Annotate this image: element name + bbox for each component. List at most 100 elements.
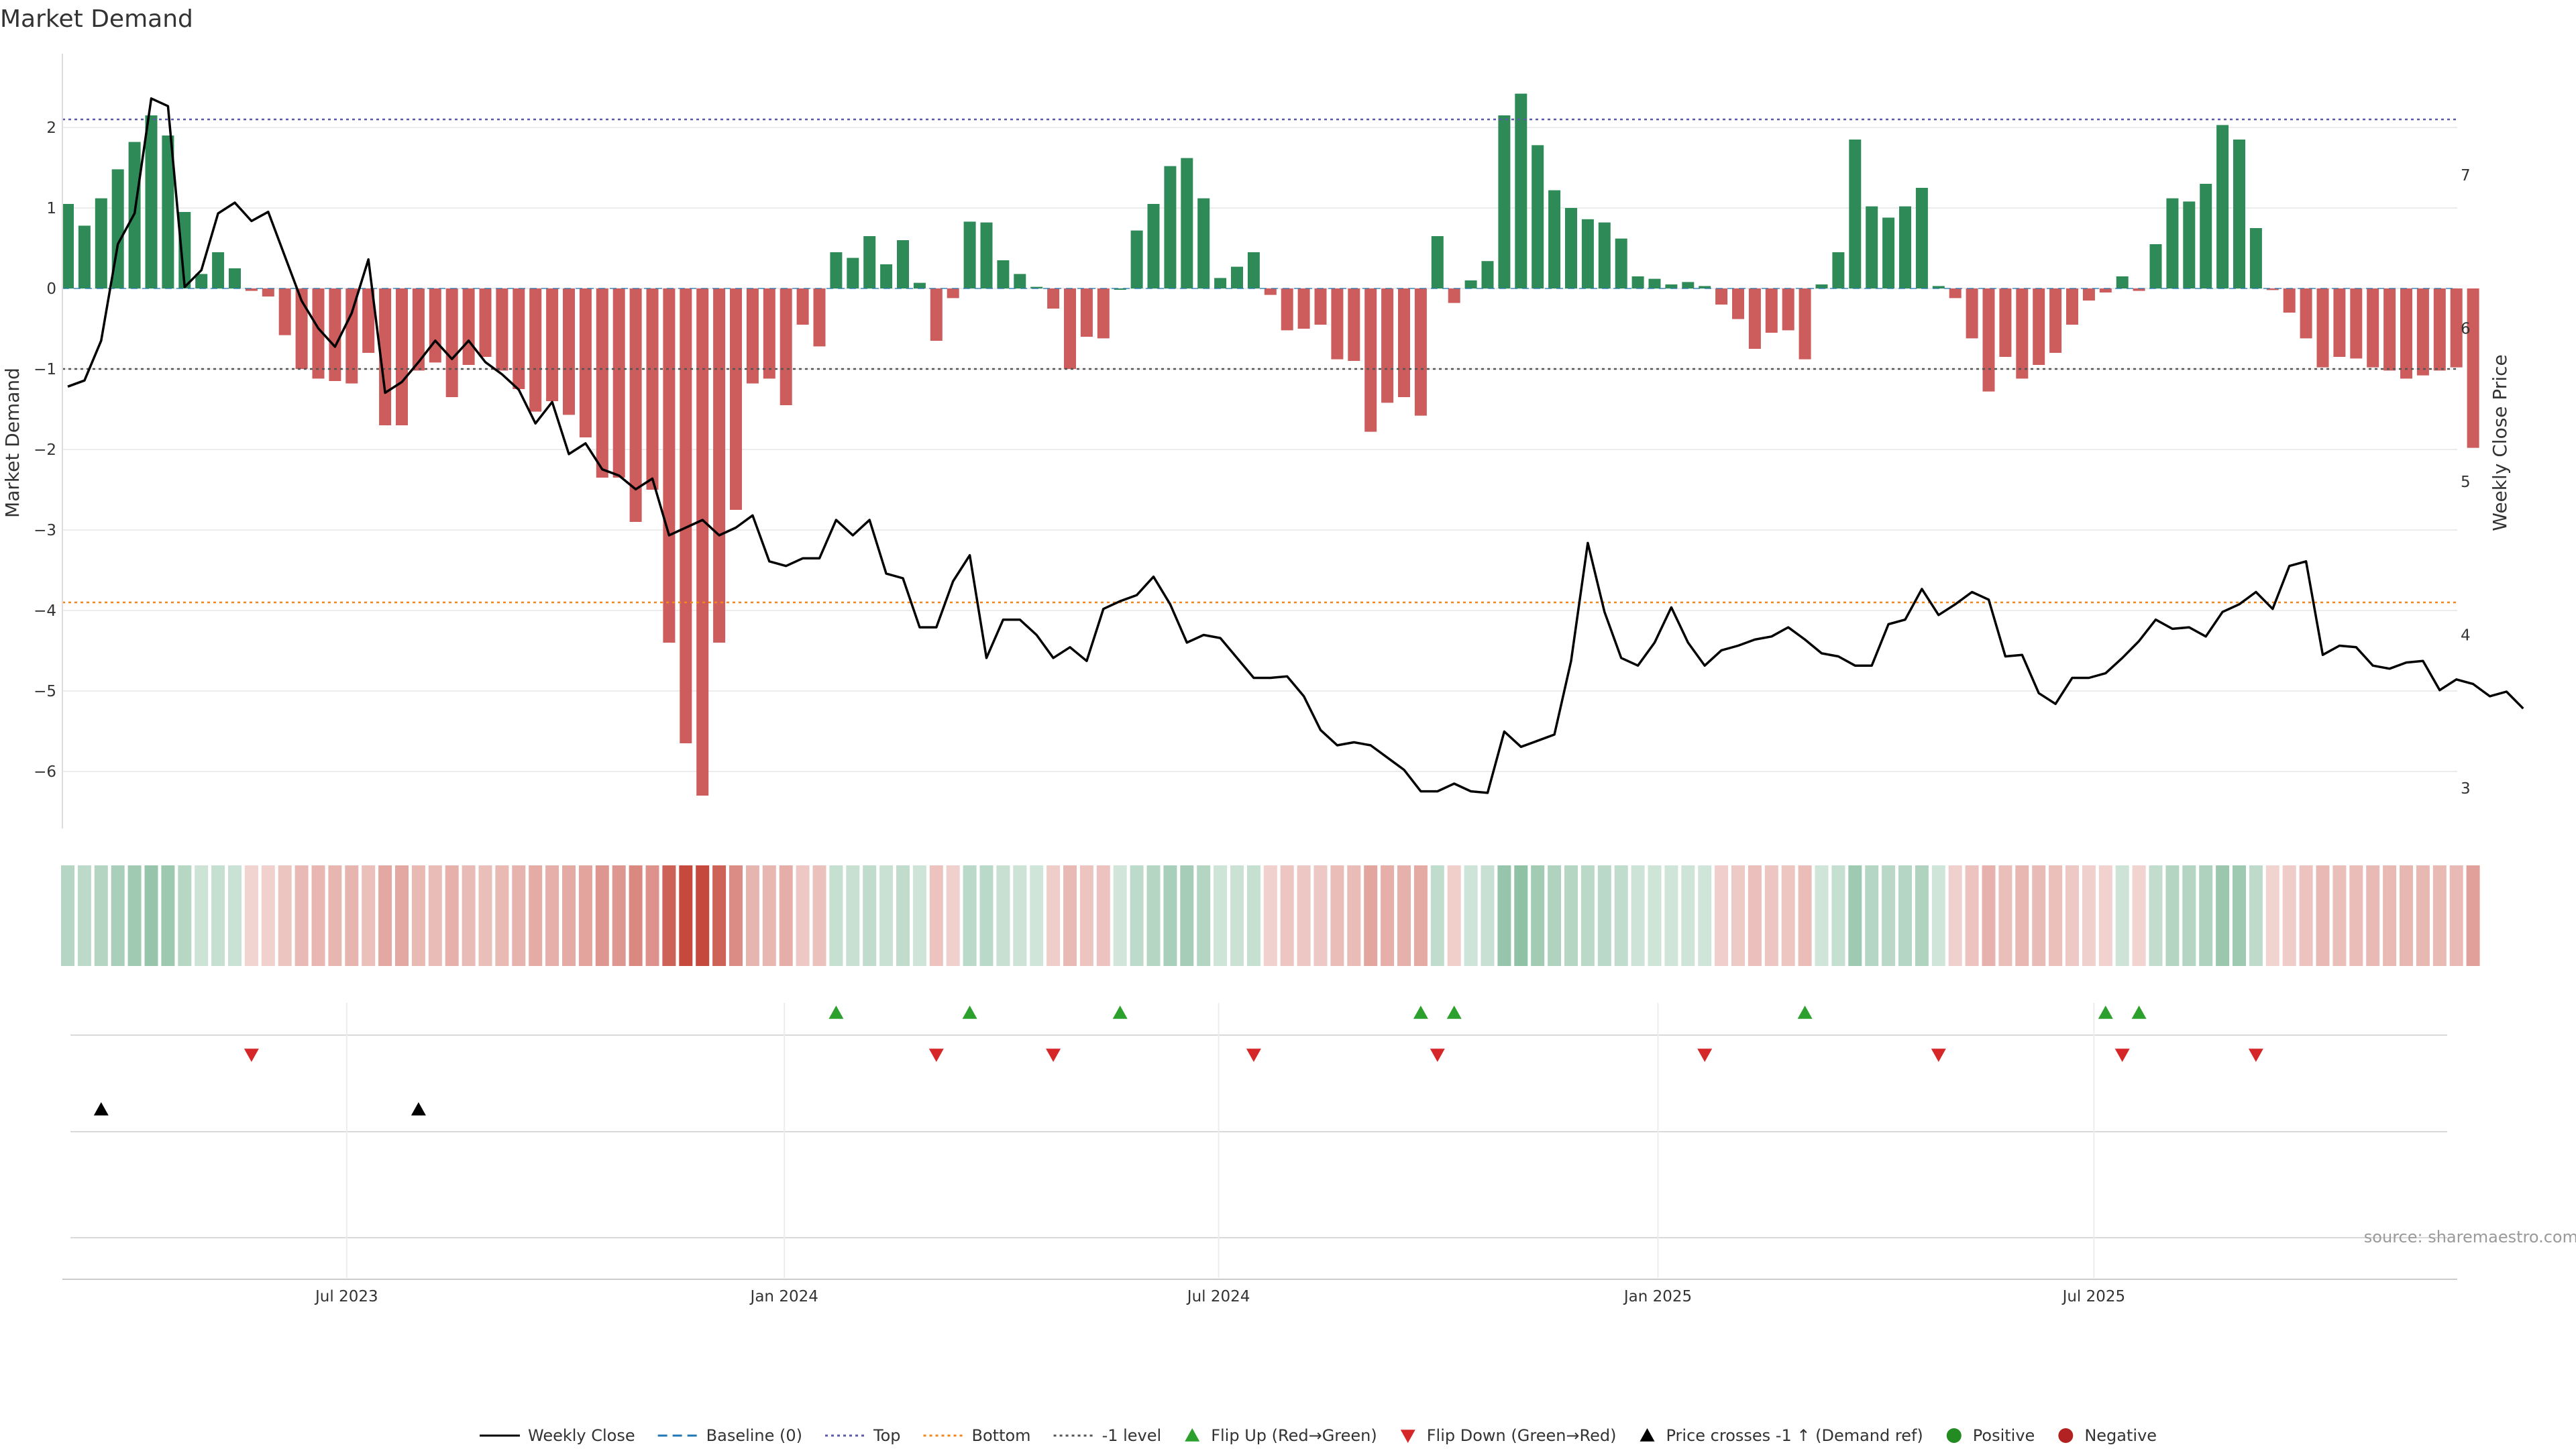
- demand-bar: [1782, 288, 1794, 331]
- demand-bar: [2049, 288, 2062, 353]
- demand-bar: [1247, 252, 1260, 288]
- heat-strip-cell: [428, 865, 442, 966]
- price-cross-marker: [93, 1102, 109, 1116]
- demand-bar: [2249, 228, 2262, 288]
- heat-strip-cell: [729, 865, 743, 966]
- heat-strip-cell: [1815, 865, 1829, 966]
- demand-bar: [612, 288, 625, 478]
- heat-strip-cell: [662, 865, 676, 966]
- heat-strip-cell: [2098, 865, 2112, 966]
- demand-bars: [62, 93, 2479, 796]
- heat-strip-cell: [779, 865, 793, 966]
- y2-tick-label: 4: [2461, 627, 2471, 645]
- demand-bar: [663, 288, 676, 643]
- legend-item: Flip Up (Red→Green): [1185, 1426, 1377, 1445]
- heat-strip-cell: [1664, 865, 1678, 966]
- demand-bar: [396, 288, 408, 425]
- demand-bar: [1665, 284, 1678, 288]
- legend-item: Price crosses -1 ↑ (Demand ref): [1640, 1426, 1923, 1445]
- demand-bar: [1899, 206, 1911, 288]
- heat-strip-cell: [1096, 865, 1110, 966]
- demand-bar: [1197, 198, 1210, 288]
- heat-strip-cell: [812, 865, 826, 966]
- heat-strip-cell: [529, 865, 543, 966]
- demand-bar: [295, 288, 308, 369]
- heat-strip-cell: [1898, 865, 1912, 966]
- demand-bar: [412, 288, 425, 371]
- reference-levels: [62, 118, 2457, 604]
- legend-item: Flip Down (Green→Red): [1400, 1426, 1617, 1445]
- legend-swatch: [1946, 1428, 1962, 1443]
- heat-strip-cell: [745, 865, 759, 966]
- demand-bar: [1699, 286, 1711, 288]
- heat-strip-cell: [2216, 865, 2230, 966]
- heat-strip-cell: [1163, 865, 1177, 966]
- demand-bar: [1080, 288, 1093, 337]
- demand-bar: [2149, 244, 2162, 288]
- legend-label: Positive: [1973, 1426, 2035, 1445]
- demand-bar: [1799, 288, 1811, 360]
- heat-strip-cell: [1079, 865, 1093, 966]
- demand-bar: [863, 236, 876, 288]
- heat-strip-cell: [2449, 865, 2463, 966]
- heat-strip-cell: [328, 865, 342, 966]
- demand-bar: [1932, 286, 1945, 288]
- demand-bar: [1381, 288, 1394, 403]
- heat-strip-cell: [127, 865, 142, 966]
- flip-up-marker: [2131, 1006, 2147, 1019]
- left-axis-ticks: 2 1 0 −1 −2 −3 −4 −5 −6: [34, 119, 56, 781]
- heat-strip-cell: [77, 865, 91, 966]
- demand-bar: [2300, 288, 2312, 339]
- heat-strip-cell: [696, 865, 710, 966]
- demand-bar: [2216, 125, 2229, 288]
- demand-bar: [1882, 217, 1895, 288]
- heat-strip-cell: [2165, 865, 2180, 966]
- legend-item: Positive: [1946, 1426, 2035, 1445]
- demand-bar: [813, 288, 826, 347]
- demand-bar: [1866, 206, 1878, 288]
- demand-bar: [2383, 288, 2396, 371]
- source-annotation: source: sharemaestro.com: [2364, 1228, 2576, 1246]
- demand-bar: [2416, 288, 2429, 376]
- demand-bar: [796, 288, 809, 325]
- heat-strip-cell: [1430, 865, 1444, 966]
- y2-axis-label: Weekly Close Price: [2489, 354, 2511, 531]
- y-axis-label: Market Demand: [1, 368, 23, 518]
- demand-bar: [1314, 288, 1327, 325]
- flip-up-marker: [2098, 1006, 2113, 1019]
- heat-strip-cell: [1046, 865, 1061, 966]
- legend-label: -1 level: [1102, 1426, 1162, 1445]
- heat-strip-cell: [2416, 865, 2430, 966]
- demand-bar: [2266, 288, 2279, 290]
- demand-bar: [1047, 288, 1060, 309]
- legend-swatch: [2058, 1428, 2074, 1443]
- y-tick-label: 2: [46, 119, 56, 137]
- demand-bar: [1264, 288, 1277, 295]
- demand-bar: [2033, 288, 2045, 365]
- demand-bar: [2133, 288, 2145, 291]
- heat-strip-cell: [1263, 865, 1277, 966]
- demand-bar: [847, 258, 859, 288]
- heat-strip-cell: [612, 865, 626, 966]
- demand-bar: [1331, 288, 1344, 360]
- demand-bar: [1498, 115, 1511, 288]
- heat-strip-cell: [1614, 865, 1628, 966]
- heat-strip-cell: [1130, 865, 1144, 966]
- heat-strip-cell: [1113, 865, 1127, 966]
- demand-bar: [680, 288, 692, 743]
- demand-bar: [2367, 288, 2379, 368]
- heat-strip-cell: [578, 865, 592, 966]
- legend-item: -1 level: [1053, 1426, 1162, 1445]
- demand-bar: [1832, 252, 1845, 288]
- demand-bar: [1915, 188, 1928, 288]
- heat-strip-cell: [912, 865, 926, 966]
- demand-bar: [2082, 288, 2095, 301]
- heat-strip-cell: [2149, 865, 2163, 966]
- heat-strip-cell: [2265, 865, 2279, 966]
- demand-bar: [696, 288, 709, 796]
- demand-bar: [947, 288, 959, 299]
- heat-strip-cell: [629, 865, 643, 966]
- demand-bar: [646, 288, 659, 490]
- x-tick-label: Jul 2024: [1186, 1288, 1250, 1305]
